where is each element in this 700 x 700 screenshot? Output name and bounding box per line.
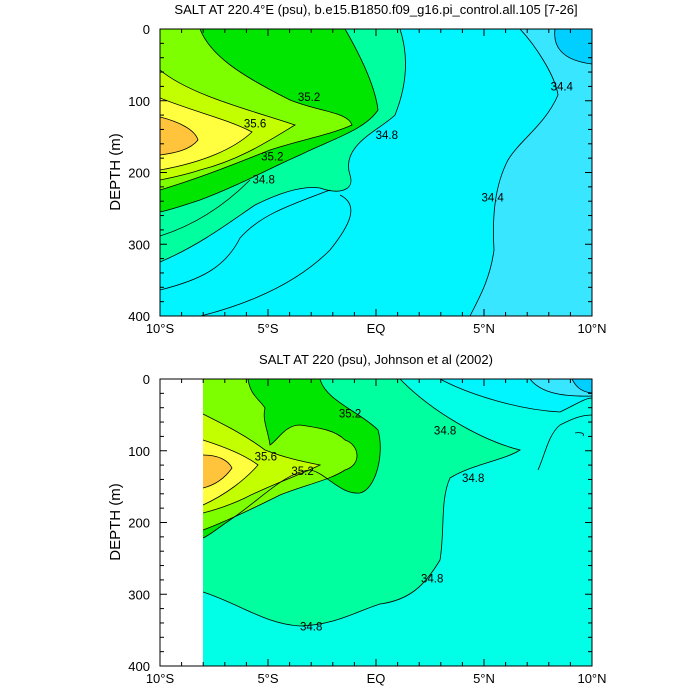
- contour-label: 34.8: [421, 573, 443, 585]
- panel-1-title: SALT AT 220.4°E (psu), b.e15.B1850.f09_g…: [174, 2, 577, 17]
- contour-35-4: [202, 413, 322, 514]
- x-tick-label: 5°N: [473, 671, 495, 686]
- contour-35-2: [160, 29, 353, 191]
- x-tick-label: EQ: [367, 321, 386, 336]
- contour-label: 34.8: [434, 426, 456, 438]
- contour-label: 34.4: [481, 193, 504, 205]
- contour-label: 34.8: [376, 130, 398, 142]
- band-34-2-corner: [572, 379, 592, 393]
- y-tick-label: 0: [143, 372, 150, 387]
- y-tick-label: 200: [128, 166, 150, 181]
- panel-1-field: [160, 29, 592, 316]
- contour-35-6: [160, 97, 253, 171]
- contour-35-6: [202, 439, 259, 506]
- y-tick-label: 400: [128, 659, 150, 674]
- contour-34-6: [439, 379, 592, 413]
- panel-observed: SALT AT 220 (psu), Johnson et al (2002): [107, 352, 607, 686]
- y-tick-label: 200: [128, 516, 150, 531]
- contour-label: 35.6: [244, 119, 266, 131]
- x-tick-label: 5°S: [257, 321, 278, 336]
- contour-34-4a: [199, 194, 352, 316]
- contour-label: 35.2: [291, 466, 313, 478]
- contour-34-2: [554, 29, 592, 65]
- y-tick-label: 100: [128, 444, 150, 459]
- contour-35-8: [202, 454, 233, 489]
- contour-34-6: [160, 179, 251, 237]
- contour-34-4: [529, 379, 592, 397]
- contour-35-8: [160, 116, 199, 156]
- contour-35-4: [160, 69, 296, 181]
- contour-34-4: [469, 29, 559, 316]
- band-below-34-2: [554, 29, 592, 64]
- x-tick-label: 10°N: [577, 671, 606, 686]
- x-tick-label: 10°S: [146, 321, 175, 336]
- contour-34-6-small: [574, 432, 584, 437]
- contour-label: 35.6: [255, 451, 277, 463]
- panel-model: SALT AT 220.4°E (psu), b.e15.B1850.f09_g…: [107, 2, 607, 336]
- contour-label: 35.2: [298, 92, 320, 104]
- contour-label: 35.2: [339, 408, 361, 420]
- x-tick-label: 10°N: [577, 321, 606, 336]
- contour-35-0: [160, 29, 379, 213]
- contour-34-6b: [160, 189, 331, 291]
- y-tick-label: 0: [143, 22, 150, 37]
- x-tick-label: 10°S: [146, 671, 175, 686]
- y-tick-label: 300: [128, 587, 150, 602]
- x-tick-label: 5°S: [257, 671, 278, 686]
- panel-1-contour-labels: 35.2 35.6 35.2 34.8 34.8 34.4 34.4: [244, 81, 574, 204]
- contour-label: 35.2: [261, 152, 283, 164]
- contour-34-8: [160, 29, 406, 263]
- y-tick-label: 400: [128, 309, 150, 324]
- panel-2-contour-labels: 35.2 35.6 35.2 34.8 34.8 34.8 34.8: [255, 408, 485, 633]
- panel-1-axes: 10°S 5°S EQ 5°N 10°N 0 100 200 300 400: [128, 22, 606, 336]
- y-tick-label: 100: [128, 94, 150, 109]
- y-tick-label: 300: [128, 237, 150, 252]
- band-above-35-8: [160, 117, 198, 155]
- band-above-35-8: [203, 455, 232, 488]
- panel-2-ylabel: DEPTH (m): [107, 483, 124, 561]
- contour-label: 34.8: [252, 175, 274, 187]
- contour-label: 34.4: [551, 81, 574, 93]
- contour-35-2: [202, 379, 358, 531]
- band-35-6-to-35-8: [160, 98, 252, 170]
- contour-label: 34.8: [300, 622, 322, 634]
- contour-35-0: [202, 379, 381, 539]
- x-tick-label: 5°N: [473, 321, 495, 336]
- contour-34-6-island: [537, 414, 592, 471]
- panel-2-axes: 10°S 5°S EQ 5°N 10°N 0 100 200 300 400: [128, 372, 606, 686]
- panel-1-ylabel: DEPTH (m): [107, 133, 124, 211]
- x-tick-label: EQ: [367, 671, 386, 686]
- contour-label: 34.8: [462, 473, 484, 485]
- contour-34-8: [202, 379, 521, 627]
- contour-34-2: [571, 379, 592, 394]
- panel-2-title: SALT AT 220 (psu), Johnson et al (2002): [259, 352, 493, 367]
- panel-2-field: [160, 379, 592, 666]
